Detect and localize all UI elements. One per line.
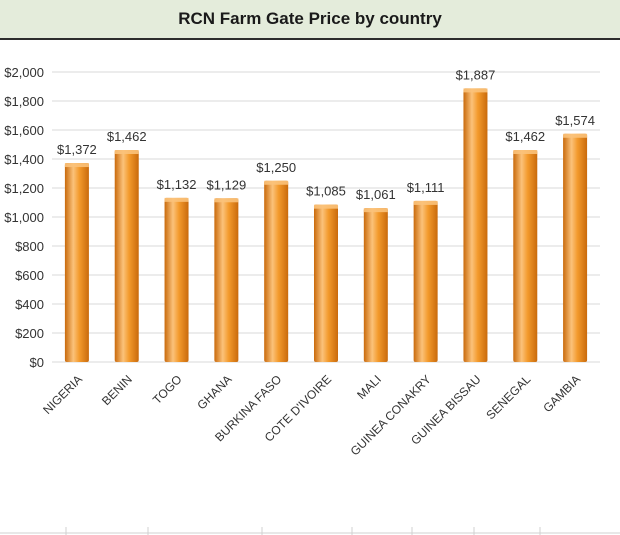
bar-top-highlight — [463, 88, 488, 93]
x-tick-label: BENIN — [99, 372, 135, 408]
data-label: $1,887 — [456, 67, 496, 82]
y-tick-label: $800 — [15, 239, 44, 254]
data-labels: $1,372 $1,462 $1,132 $1,129 $1,250 $1,085 $1,0… — [57, 67, 595, 202]
y-tick-label: $0 — [30, 355, 44, 370]
bar — [164, 197, 189, 362]
bottom-border — [0, 527, 620, 535]
data-label: $1,129 — [206, 177, 246, 192]
y-tick-label: $1,200 — [4, 181, 44, 196]
bar — [314, 204, 338, 362]
data-label: $1,462 — [107, 129, 147, 144]
bar — [64, 163, 89, 362]
bar — [513, 150, 538, 362]
data-label: $1,085 — [306, 184, 346, 199]
data-label: $1,132 — [157, 177, 197, 192]
x-tick-label: GAMBIA — [540, 372, 583, 415]
bar-top-highlight — [164, 197, 189, 202]
y-tick-label: $200 — [15, 326, 44, 341]
y-tick-label: $1,600 — [4, 123, 44, 138]
bar — [264, 180, 289, 362]
bar — [114, 150, 139, 362]
data-label: $1,372 — [57, 142, 97, 157]
x-tick-label: GHANA — [194, 372, 234, 412]
x-tick-label: MALI — [354, 372, 384, 402]
chart-title: RCN Farm Gate Price by country — [178, 9, 442, 28]
x-tick-label: TOGO — [150, 372, 185, 407]
data-label: $1,574 — [555, 113, 595, 128]
bar-top-highlight — [513, 150, 538, 155]
bar — [563, 133, 588, 362]
x-tick-label: NIGERIA — [40, 372, 85, 417]
data-label: $1,061 — [356, 187, 396, 202]
bar — [214, 198, 239, 362]
data-label: $1,111 — [407, 180, 445, 195]
bar-top-highlight — [264, 180, 289, 185]
y-tick-label: $1,800 — [4, 94, 44, 109]
y-tick-label: $400 — [15, 297, 44, 312]
y-axis-ticks: $0 $200 $400 $600 $800 $1,000 $1,200 $1,400 $1,6… — [4, 65, 44, 370]
bar-top-highlight — [413, 200, 438, 205]
data-label: $1,462 — [505, 129, 545, 144]
y-tick-label: $2,000 — [4, 65, 44, 80]
x-tick-label: SENEGAL — [483, 372, 533, 422]
bar-top-highlight — [64, 163, 89, 168]
bar-top-highlight — [114, 150, 139, 155]
bar-top-highlight — [214, 198, 239, 203]
y-tick-label: $1,400 — [4, 152, 44, 167]
bar — [463, 88, 488, 362]
data-label: $1,250 — [256, 160, 296, 175]
chart-title-bar: RCN Farm Gate Price by country — [0, 0, 620, 40]
bar-top-highlight — [314, 204, 338, 209]
bar-top-highlight — [563, 133, 588, 138]
y-tick-label: $600 — [15, 268, 44, 283]
bar — [413, 200, 438, 362]
bar — [363, 208, 388, 362]
bar-top-highlight — [363, 208, 388, 213]
y-tick-label: $1,000 — [4, 210, 44, 225]
bars — [64, 88, 588, 362]
